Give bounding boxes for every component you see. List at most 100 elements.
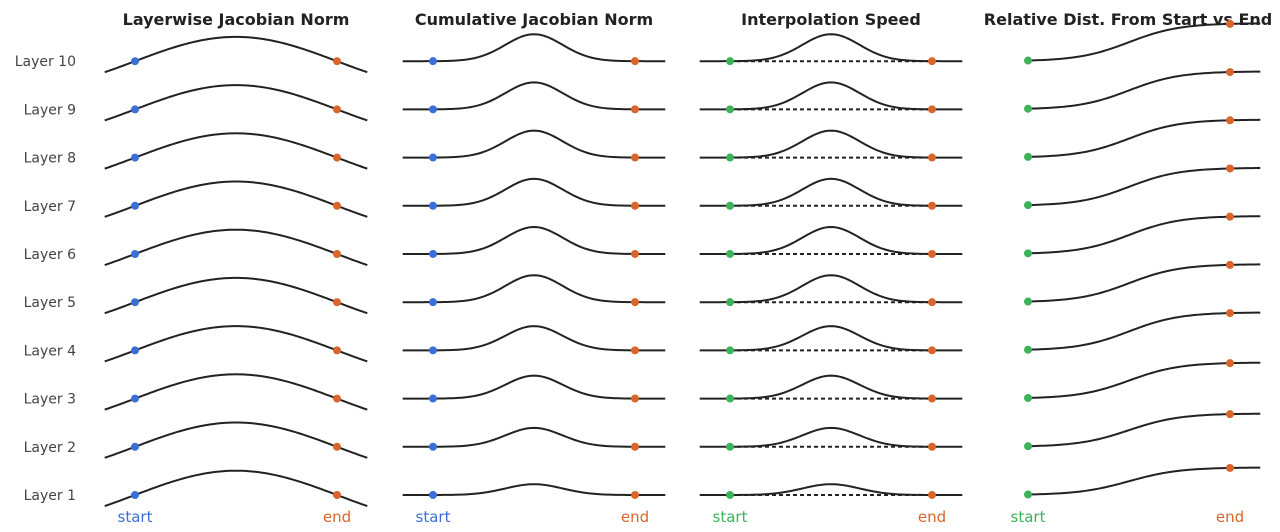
start-end-labels: start end start end start end start end (118, 508, 1245, 526)
series-line (699, 81, 963, 111)
end-label: end (918, 508, 946, 526)
series-line (1027, 167, 1261, 207)
end-point (1226, 359, 1234, 368)
layer-label: Layer 4 (24, 343, 76, 359)
start-point (1024, 490, 1032, 499)
end-point (631, 394, 639, 403)
layer-label: Layer 6 (24, 247, 76, 263)
series-line (402, 325, 666, 352)
start-label: start (416, 508, 451, 526)
series-line (1027, 412, 1261, 448)
end-point (333, 153, 341, 162)
series-line (699, 274, 963, 304)
series-line (402, 374, 666, 400)
series-line (1027, 466, 1261, 496)
series-line (699, 483, 963, 496)
start-point (429, 57, 437, 66)
end-point (928, 57, 936, 66)
series-line (402, 33, 666, 63)
series-line (104, 325, 368, 363)
end-point (928, 201, 936, 210)
start-point (1024, 249, 1032, 258)
layer-label: Layer 1 (24, 488, 76, 504)
start-label: start (1011, 508, 1046, 526)
start-point (131, 250, 139, 258)
start-point (429, 201, 437, 210)
series-line (104, 228, 368, 266)
panel-title-cumulative: Cumulative Jacobian Norm (415, 10, 653, 29)
end-point (333, 442, 341, 451)
layer-label: Layer 9 (24, 102, 76, 118)
start-point (429, 490, 437, 499)
series-line (699, 129, 963, 159)
panel-title-layerwise: Layerwise Jacobian Norm (123, 10, 350, 29)
end-point (333, 491, 341, 499)
end-point (1226, 463, 1234, 472)
end-point (631, 105, 639, 114)
start-point (726, 153, 734, 162)
end-point (631, 201, 639, 210)
start-point (1024, 442, 1032, 451)
end-point (928, 249, 936, 258)
start-point (131, 201, 139, 210)
start-point (429, 346, 437, 355)
panel-1 (104, 35, 368, 507)
layer-labels: Layer 1 Layer 2 Layer 3 Layer 4 Layer 5 Layer… (15, 54, 76, 504)
start-point (1024, 104, 1032, 113)
start-point (1024, 297, 1032, 306)
start-point (726, 346, 734, 355)
start-point (726, 249, 734, 258)
start-point (429, 153, 437, 162)
start-point (1024, 393, 1032, 402)
start-point (429, 442, 437, 451)
panel-4 (1024, 19, 1261, 499)
layer-label: Layer 8 (24, 151, 76, 167)
end-point (928, 346, 936, 355)
start-point (131, 105, 139, 114)
start-point (726, 442, 734, 451)
start-point (429, 394, 437, 403)
series-line (699, 325, 963, 352)
start-point (429, 105, 437, 114)
start-point (726, 298, 734, 307)
start-point (131, 442, 139, 451)
end-point (631, 249, 639, 258)
end-point (631, 57, 639, 66)
end-point (333, 105, 341, 114)
series-line (699, 33, 963, 63)
end-point (333, 57, 341, 66)
end-label: end (323, 508, 351, 526)
end-point (333, 346, 341, 355)
start-point (131, 346, 139, 355)
series-line (402, 225, 666, 255)
series-line (104, 35, 368, 74)
start-label: start (118, 508, 153, 526)
panel-title-interpolation: Interpolation Speed (741, 10, 921, 29)
start-point (726, 105, 734, 114)
end-point (1226, 116, 1234, 125)
end-point (928, 394, 936, 403)
series-line (104, 84, 368, 122)
start-point (726, 490, 734, 499)
end-point (928, 153, 936, 162)
series-line (104, 132, 368, 170)
layer-label: Layer 3 (24, 392, 76, 408)
series-line (402, 177, 666, 207)
start-point (429, 298, 437, 307)
end-point (333, 298, 341, 307)
series-line (402, 81, 666, 111)
end-point (1226, 410, 1234, 419)
end-label: end (1216, 508, 1244, 526)
series-line (699, 426, 963, 448)
start-point (726, 57, 734, 66)
end-point (631, 346, 639, 355)
start-point (1024, 345, 1032, 354)
start-point (1024, 152, 1032, 161)
end-point (928, 105, 936, 114)
start-point (726, 394, 734, 403)
end-point (333, 201, 341, 210)
series-line (1027, 22, 1261, 62)
end-point (333, 394, 341, 403)
series-line (104, 276, 368, 315)
end-point (631, 490, 639, 499)
